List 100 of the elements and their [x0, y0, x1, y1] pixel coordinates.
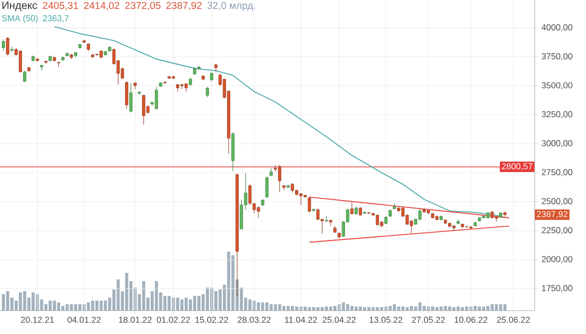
- bar: [474, 306, 477, 311]
- annotation: 2414,02: [84, 2, 120, 10]
- bar: [184, 298, 188, 311]
- bar: [78, 304, 82, 311]
- x-tick-label: 20.12.21: [20, 316, 54, 323]
- candlestick: [256, 206, 260, 218]
- bar: [392, 304, 396, 311]
- x-tick-label: 15.02.22: [195, 316, 228, 323]
- bar: [74, 304, 78, 311]
- bar: [32, 292, 35, 311]
- bar: [57, 302, 60, 311]
- bar: [422, 306, 426, 311]
- bar: [18, 292, 22, 311]
- ref-line-label: 2800,57: [502, 163, 532, 170]
- bar: [227, 252, 230, 311]
- bar: [414, 306, 418, 311]
- x-tick-label: 11.04.22: [285, 316, 318, 323]
- bar: [329, 306, 332, 311]
- y-tick-label: 2750,00: [542, 169, 572, 176]
- bar: [290, 306, 294, 311]
- bar: [168, 296, 171, 311]
- candlestick: [6, 36, 10, 56]
- bar: [465, 306, 468, 311]
- candlestick: [18, 50, 22, 73]
- bar: [320, 307, 324, 311]
- bar: [401, 306, 404, 311]
- bar: [23, 291, 26, 311]
- bar: [499, 304, 502, 311]
- bar: [163, 296, 166, 311]
- bar: [231, 255, 234, 311]
- bar: [350, 306, 354, 311]
- bar: [363, 307, 366, 311]
- bar: [274, 304, 277, 311]
- bar: [52, 300, 56, 311]
- bar: [503, 304, 506, 311]
- bar: [116, 279, 120, 311]
- bar: [100, 300, 103, 311]
- bar: [206, 288, 209, 311]
- annotation: 2372,05: [125, 2, 160, 10]
- bar: [248, 299, 252, 311]
- bar: [456, 306, 460, 311]
- bar: [431, 306, 434, 311]
- bar: [295, 306, 298, 311]
- bar: [342, 302, 345, 311]
- candlestick: [154, 86, 158, 110]
- bar: [490, 304, 494, 311]
- bar: [440, 306, 443, 311]
- bar: [278, 304, 282, 311]
- x-tick-label: 04.01.22: [68, 316, 101, 323]
- x-tick-label: 28.03.22: [238, 316, 271, 323]
- bar: [444, 306, 447, 311]
- bar: [397, 306, 400, 311]
- x-tick-label: 18.01.22: [118, 316, 152, 323]
- x-tick-label: 27.05.22: [412, 316, 445, 323]
- bar: [410, 306, 413, 311]
- annotation: 2363,7: [42, 15, 69, 22]
- candlestick: [252, 202, 256, 214]
- y-tick-label: 2500,00: [542, 198, 572, 206]
- bar: [154, 281, 158, 311]
- bar: [91, 300, 94, 311]
- bar: [316, 307, 320, 311]
- x-tick-label: 01.02.22: [156, 316, 190, 323]
- bar: [333, 306, 336, 311]
- bar: [482, 306, 486, 311]
- chart-title: Индекс: [2, 2, 38, 12]
- candlestick: [418, 208, 422, 221]
- bar: [388, 306, 392, 311]
- candlestick: [248, 184, 252, 206]
- bar: [2, 294, 5, 311]
- y-tick-label: 2250,00: [542, 227, 572, 234]
- candlestick: [23, 70, 26, 83]
- candlestick: [142, 94, 146, 125]
- bar: [142, 281, 146, 311]
- y-tick-label: 4000,00: [542, 24, 572, 32]
- y-tick-label: 3500,00: [542, 82, 572, 90]
- x-tick-label: 25.04.22: [322, 316, 356, 323]
- candlestick: [125, 80, 128, 110]
- bar: [367, 307, 370, 311]
- bar: [95, 300, 98, 311]
- bar: [494, 304, 498, 311]
- bar: [354, 306, 358, 311]
- candlestick: [210, 72, 214, 82]
- bar: [452, 307, 456, 311]
- bar: [104, 300, 107, 311]
- candlestick: [206, 86, 209, 98]
- candlestick: [308, 196, 311, 212]
- candlestick: [265, 176, 268, 198]
- x-tick-label: 25.06.22: [496, 316, 530, 323]
- bar: [460, 307, 464, 311]
- series-label: SMA (50): [2, 14, 38, 24]
- annotation: 32,0 млрд.: [207, 2, 255, 12]
- annotation: 2387,92: [166, 2, 202, 10]
- text: 2387,92: [536, 211, 568, 218]
- bar: [193, 296, 196, 311]
- candlestick: [129, 83, 132, 113]
- bar: [418, 302, 422, 311]
- bar: [486, 306, 490, 311]
- x-tick-label: 10.06.22: [454, 316, 488, 323]
- bar: [435, 307, 438, 311]
- bar: [197, 296, 200, 311]
